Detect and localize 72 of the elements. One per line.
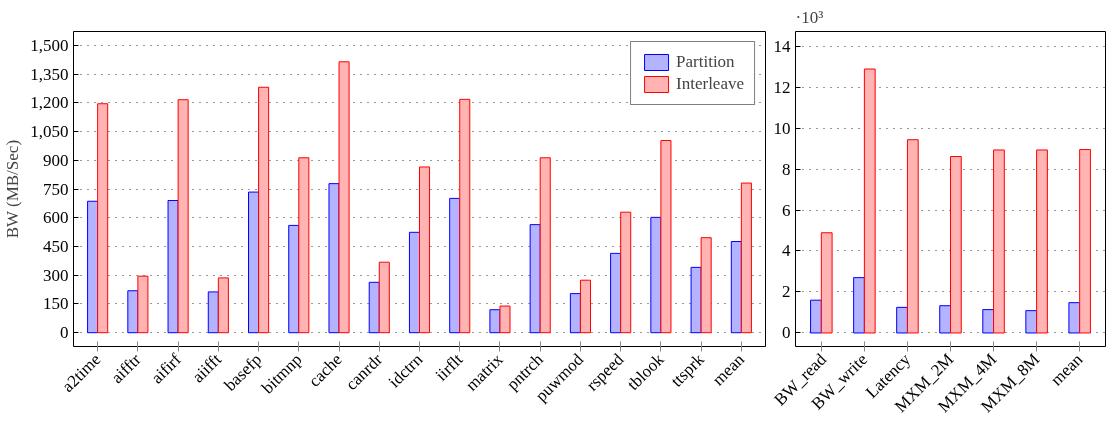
bar	[620, 211, 632, 334]
bar	[730, 241, 742, 334]
legend-label: Partition	[676, 52, 735, 72]
bar	[1025, 310, 1038, 334]
bar	[820, 232, 833, 334]
bar	[863, 68, 876, 334]
y-tick-label: 150	[43, 294, 69, 314]
bar	[87, 200, 99, 334]
y-tick-label: 2	[782, 282, 791, 302]
y-tick-label: 8	[782, 159, 791, 179]
bar	[569, 293, 581, 334]
bar	[288, 224, 300, 334]
bar	[700, 237, 712, 334]
bar	[1036, 149, 1048, 334]
y-tick-label: 1,200	[30, 93, 69, 113]
bar	[419, 166, 431, 334]
bar	[378, 261, 390, 334]
bar	[167, 200, 179, 334]
bar	[408, 231, 420, 334]
bar	[97, 103, 109, 334]
bar	[690, 266, 702, 334]
bar	[258, 86, 270, 334]
bar	[853, 277, 865, 334]
bar	[207, 291, 219, 334]
x-tick-label: iirflt	[431, 349, 467, 385]
bar	[1079, 149, 1091, 334]
bar	[489, 309, 501, 334]
bar	[896, 306, 908, 334]
bar	[939, 305, 951, 334]
bar	[137, 275, 149, 334]
bar	[993, 149, 1005, 334]
y-tick-label: 600	[43, 208, 69, 228]
bar	[539, 157, 551, 334]
bar	[328, 183, 340, 334]
y-tick-label: 10	[773, 118, 791, 138]
y-tick-label: 750	[43, 179, 69, 199]
y-tick-label: 0	[782, 323, 791, 343]
y-axis-title: BW (MB/Sec)	[3, 139, 23, 239]
bar	[579, 279, 591, 334]
bar	[660, 140, 672, 334]
bar	[650, 216, 662, 334]
bar	[459, 98, 471, 334]
bar	[248, 191, 260, 334]
bar	[906, 139, 919, 334]
y-tick-label: 900	[43, 150, 69, 170]
y-tick-label: 6	[782, 200, 791, 220]
bar	[298, 157, 310, 334]
bar	[950, 156, 962, 334]
y-tick-label: 300	[43, 265, 69, 285]
bar	[217, 277, 229, 334]
bar	[610, 252, 622, 334]
bar	[338, 61, 350, 334]
bar	[740, 182, 752, 334]
bar	[127, 290, 139, 334]
y-tick-label: 12	[773, 77, 791, 97]
y-tick-label: 1,500	[30, 35, 69, 55]
y-tick-label: 450	[43, 236, 69, 256]
bar	[810, 299, 822, 334]
bar	[529, 224, 541, 334]
bar	[368, 281, 380, 334]
bar	[177, 99, 189, 334]
bar	[449, 197, 461, 334]
bar	[982, 309, 995, 334]
y-tick-label: 1,350	[30, 64, 69, 84]
y-tick-label: 0	[60, 323, 69, 343]
text: ·10³	[795, 7, 824, 27]
legend-label: Interleave	[676, 74, 744, 94]
bar	[1068, 302, 1081, 334]
bar	[499, 305, 511, 334]
y-tick-label: 14	[773, 36, 791, 56]
y-tick-label: 4	[782, 241, 791, 261]
y-tick-label: 1,050	[30, 122, 69, 142]
